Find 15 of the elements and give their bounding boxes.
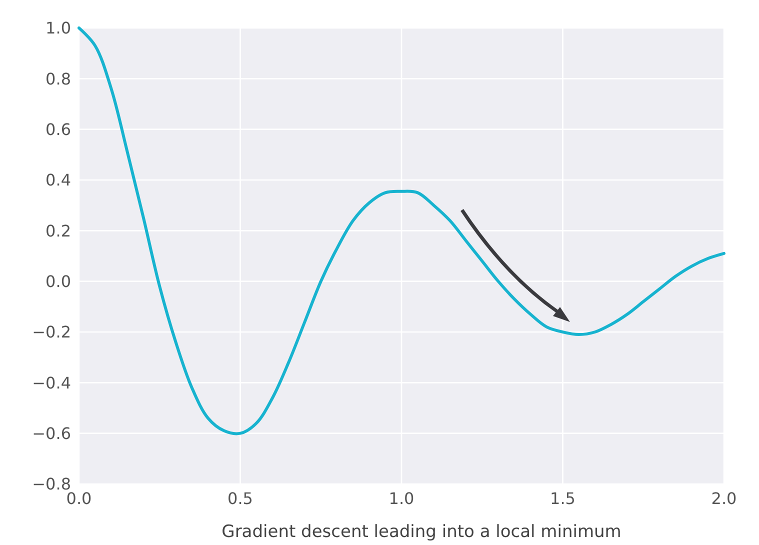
x-tick-label: 0.5 [228, 489, 253, 508]
y-tick-label: −0.4 [32, 373, 71, 392]
y-tick-label: 0.0 [46, 272, 71, 291]
y-tick-label: 1.0 [46, 18, 71, 38]
y-tick-label: 0.4 [46, 170, 71, 190]
y-tick-label: −0.6 [32, 424, 71, 443]
x-tick-label: 0.0 [66, 489, 92, 508]
y-tick-label: −0.2 [32, 322, 71, 342]
x-tick-label: 1.0 [388, 489, 414, 508]
x-tick-label: 1.5 [550, 489, 576, 508]
y-tick-label: 0.8 [46, 69, 71, 88]
y-tick-label: 0.6 [46, 120, 71, 139]
y-tick-label: 0.2 [46, 221, 71, 240]
x-tick-label: 2.0 [711, 489, 737, 508]
x-axis-title: Gradient descent leading into a local minimum [222, 522, 622, 542]
